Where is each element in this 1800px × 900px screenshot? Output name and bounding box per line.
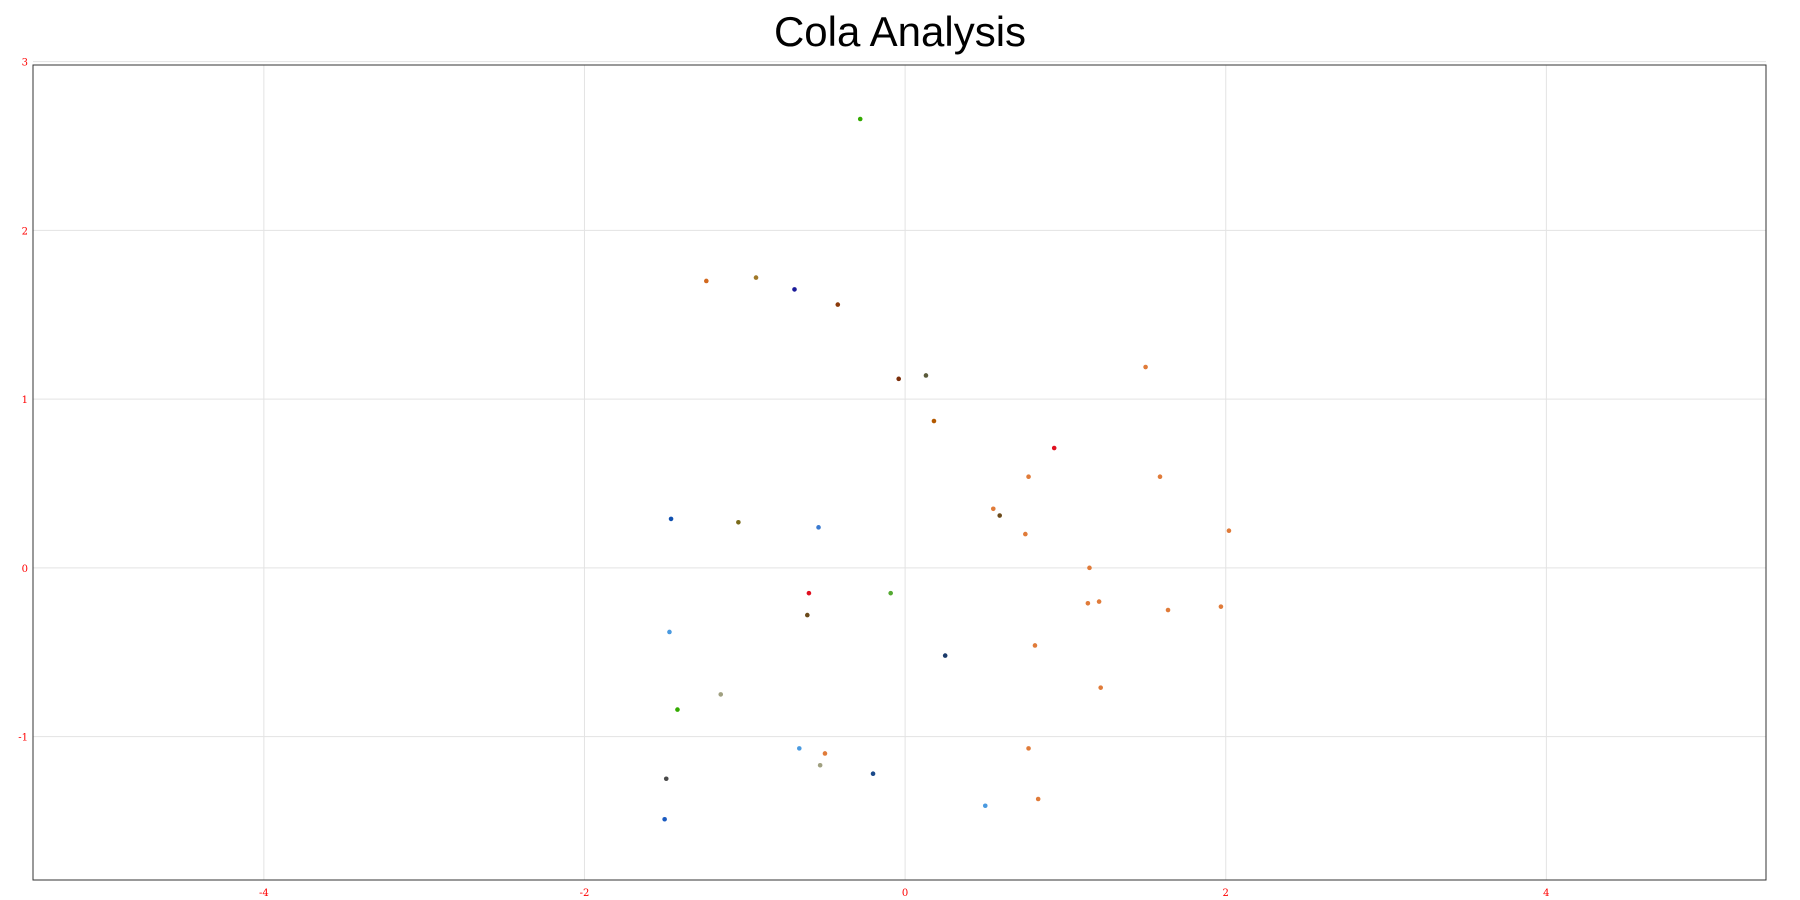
data-point (1096, 599, 1102, 604)
data-point (942, 653, 948, 658)
data-point (805, 612, 810, 618)
data-point (1143, 364, 1148, 370)
x-axis-ticks: -4 -2 0 2 4 (259, 888, 1550, 899)
grid (33, 61, 1766, 880)
data-point (1157, 474, 1163, 480)
x-tick-label: -2 (580, 888, 590, 899)
data-point (663, 776, 669, 782)
data-point (1035, 796, 1041, 802)
y-axis-ticks: -1 0 1 2 3 (18, 58, 28, 744)
data-point (797, 746, 802, 751)
data-point (1026, 474, 1031, 480)
data-point (1085, 600, 1091, 606)
data-point (675, 707, 680, 712)
data-point (1218, 604, 1224, 609)
y-tick-label: 2 (22, 226, 28, 237)
data-point (896, 376, 901, 382)
data-point (718, 692, 724, 697)
data-point (870, 771, 876, 776)
data-point (1226, 528, 1232, 534)
y-tick-label: 0 (22, 564, 28, 575)
x-tick-label: 2 (1223, 888, 1229, 899)
data-point (668, 516, 674, 522)
y-tick-label: -1 (18, 733, 28, 744)
data-point (817, 762, 823, 768)
data-point (704, 278, 709, 284)
data-point (888, 590, 893, 596)
data-point (1051, 445, 1057, 451)
x-tick-label: -4 (259, 888, 269, 899)
data-point (982, 803, 988, 809)
x-tick-label: 0 (902, 888, 908, 899)
data-point (1165, 607, 1171, 613)
data-point (1026, 746, 1031, 751)
data-point (806, 590, 812, 596)
data-point (662, 816, 667, 822)
data-point (1023, 531, 1028, 537)
data-point (857, 116, 863, 122)
data-point (923, 373, 929, 378)
data-point (816, 525, 821, 530)
data-point (835, 302, 841, 307)
y-tick-label: 1 (22, 395, 28, 406)
plot-area-frame (32, 64, 1767, 881)
data-point (1087, 565, 1092, 571)
data-point (997, 513, 1002, 518)
chart-title: Cola Analysis (773, 8, 1027, 55)
data-point (667, 629, 672, 635)
data-point (736, 519, 741, 525)
data-point (822, 751, 828, 756)
data-point (1032, 643, 1038, 648)
data-point (792, 287, 797, 292)
y-tick-label: 3 (22, 58, 28, 69)
data-point (1098, 685, 1103, 690)
data-points (662, 116, 1232, 822)
data-point (753, 275, 759, 280)
x-tick-label: 4 (1543, 888, 1549, 899)
data-point (931, 418, 937, 424)
data-point (990, 506, 996, 512)
